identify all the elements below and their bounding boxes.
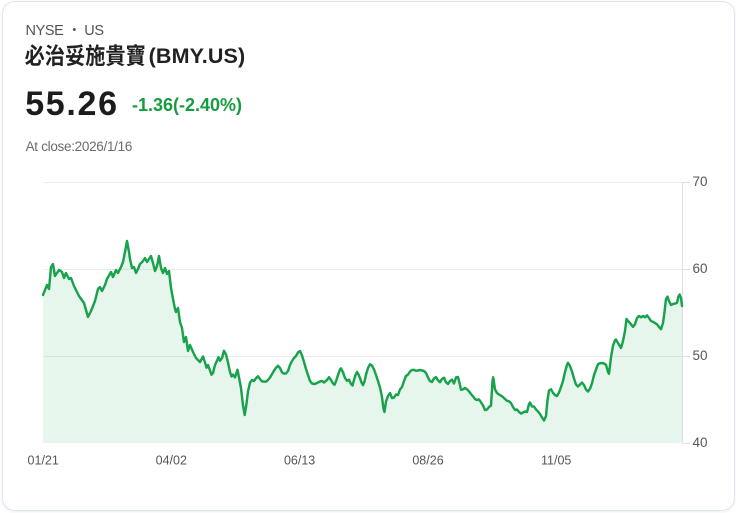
svg-text:50: 50 xyxy=(693,348,708,363)
svg-text:60: 60 xyxy=(693,261,708,276)
svg-text:04/02: 04/02 xyxy=(156,454,187,468)
svg-text:11/05: 11/05 xyxy=(541,454,571,468)
svg-text:40: 40 xyxy=(693,435,708,450)
svg-text:70: 70 xyxy=(693,174,708,189)
svg-text:08/26: 08/26 xyxy=(412,454,443,468)
svg-text:06/13: 06/13 xyxy=(284,454,315,468)
svg-text:01/21: 01/21 xyxy=(28,454,59,468)
